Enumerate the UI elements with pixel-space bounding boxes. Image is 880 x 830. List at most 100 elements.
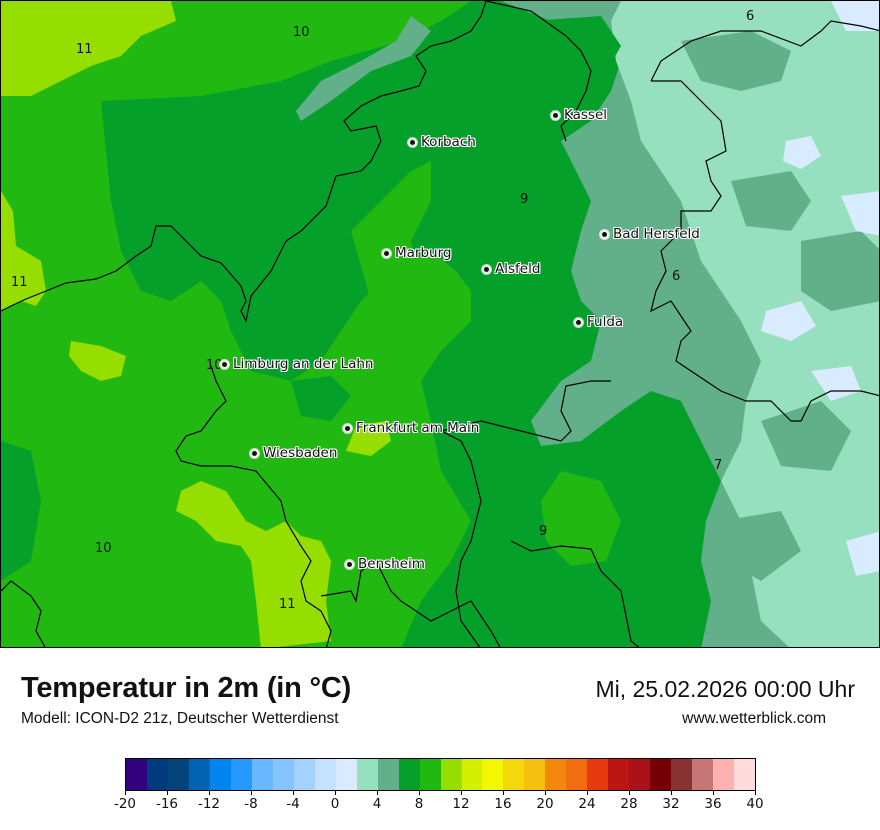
city-bad-hersfeld[interactable]: Bad Hersfeld (600, 226, 700, 242)
contour-label: 6 (746, 9, 755, 24)
colorbar-tick (545, 790, 546, 795)
colorbar-tick (587, 790, 588, 795)
colorbar-segment (713, 759, 735, 790)
colorbar-tick-label: 28 (620, 796, 638, 812)
colorbar-segment (146, 759, 168, 790)
city-limburg[interactable]: Limburg an der Lahn (220, 356, 373, 372)
colorbar-tick-label: 32 (662, 796, 680, 812)
colorbar-segment (545, 759, 567, 790)
contour-label: 10 (95, 541, 112, 556)
city-label: Limburg an der Lahn (233, 356, 374, 372)
city-label: Bensheim (358, 556, 425, 572)
colorbar-ticks: -20 -16 -12 -8 -4 0 4 8 12 16 20 24 28 32 36 40 (114, 790, 764, 820)
colorbar-segment (629, 759, 651, 790)
colorbar-tick-label: -16 (155, 796, 179, 812)
city-frankfurt[interactable]: Frankfurt am Main (343, 420, 479, 436)
colorbar-segment (209, 759, 231, 790)
contour-label: 11 (279, 597, 296, 612)
city-label: Korbach (421, 134, 476, 150)
colorbar-tick-label: 20 (536, 796, 554, 812)
colorbar-segment (587, 759, 609, 790)
colorbar-segment (314, 759, 336, 790)
colorbar-tick (503, 790, 504, 795)
colorbar-segment (608, 759, 630, 790)
colorbar-tick-label: -8 (244, 796, 258, 812)
colorbar-segment (126, 759, 147, 790)
colorbar-tick-label: 4 (372, 796, 382, 812)
contour-label: 6 (672, 269, 681, 284)
city-label: Alsfeld (495, 261, 541, 277)
colorbar-segment (293, 759, 315, 790)
colorbar-tick (461, 790, 462, 795)
model-info: Modell: ICON-D2 21z, Deutscher Wetterdie… (21, 710, 339, 727)
colorbar-tick (293, 790, 294, 795)
colorbar-tick (419, 790, 420, 795)
colorbar-tick-label: 36 (704, 796, 722, 812)
colorbar-tick (629, 790, 630, 795)
colorbar-segment (482, 759, 504, 790)
city-label: Marburg (395, 245, 452, 261)
contour-label: 10 (293, 25, 310, 40)
colorbar-segment (251, 759, 273, 790)
colorbar-tick-label: 12 (452, 796, 470, 812)
colorbar-segment (356, 759, 378, 790)
city-marker-icon (408, 137, 417, 147)
city-marburg[interactable]: Marburg (382, 245, 451, 261)
colorbar-segment (230, 759, 252, 790)
contour-label: 11 (76, 42, 93, 57)
colorbar-segment (524, 759, 546, 790)
colorbar-segment (188, 759, 210, 790)
colorbar-segment (503, 759, 525, 790)
website-link[interactable]: www.wetterblick.com (682, 710, 826, 727)
contour-label: 9 (520, 192, 529, 207)
colorbar-tick-label: 16 (494, 796, 512, 812)
city-label: Wiesbaden (263, 445, 338, 461)
colorbar-tick (125, 790, 126, 795)
city-marker-icon (250, 448, 259, 458)
temperature-map[interactable]: 11 10 6 9 11 6 10 7 9 10 11 Kassel Korba… (0, 0, 880, 648)
city-marker-icon (220, 359, 229, 369)
colorbar-tick (377, 790, 378, 795)
city-label: Kassel (564, 107, 608, 123)
colorbar-segment (335, 759, 357, 790)
colorbar-segment (398, 759, 420, 790)
colorbar-tick (755, 790, 756, 795)
city-korbach[interactable]: Korbach (408, 134, 476, 150)
city-bensheim[interactable]: Bensheim (345, 556, 425, 572)
city-fulda[interactable]: Fulda (574, 314, 623, 330)
colorbar-tick (335, 790, 336, 795)
contour-label: 7 (714, 458, 723, 473)
colorbar-tick-label: -12 (197, 796, 221, 812)
temperature-field (1, 1, 879, 647)
city-label: Bad Hersfeld (613, 226, 700, 242)
contour-label: 11 (11, 275, 28, 290)
city-label: Frankfurt am Main (356, 420, 480, 436)
colorbar-segment (419, 759, 441, 790)
colorbar-tick-label: -4 (286, 796, 300, 812)
city-wiesbaden[interactable]: Wiesbaden (250, 445, 337, 461)
city-kassel[interactable]: Kassel (551, 107, 607, 123)
colorbar-segment (272, 759, 294, 790)
colorbar-tick (167, 790, 168, 795)
forecast-datetime: Mi, 25.02.2026 00:00 Uhr (595, 676, 855, 702)
colorbar-tick-label: -20 (113, 796, 137, 812)
city-marker-icon (600, 229, 609, 239)
colorbar-tick (209, 790, 210, 795)
city-label: Fulda (587, 314, 624, 330)
colorbar-segment (566, 759, 588, 790)
colorbar-segment (734, 759, 756, 790)
colorbar-tick (251, 790, 252, 795)
colorbar-segment (440, 759, 462, 790)
city-marker-icon (482, 264, 491, 274)
contour-label: 10 (206, 358, 223, 373)
colorbar-segment (377, 759, 399, 790)
city-marker-icon (551, 110, 560, 120)
colorbar-tick-label: 24 (578, 796, 596, 812)
contour-label: 9 (539, 524, 548, 539)
city-marker-icon (574, 317, 583, 327)
city-alsfeld[interactable]: Alsfeld (482, 261, 540, 277)
city-marker-icon (343, 423, 352, 433)
city-marker-icon (345, 559, 354, 569)
colorbar-legend (125, 758, 756, 791)
chart-title: Temperatur in 2m (in °C) (21, 672, 352, 704)
